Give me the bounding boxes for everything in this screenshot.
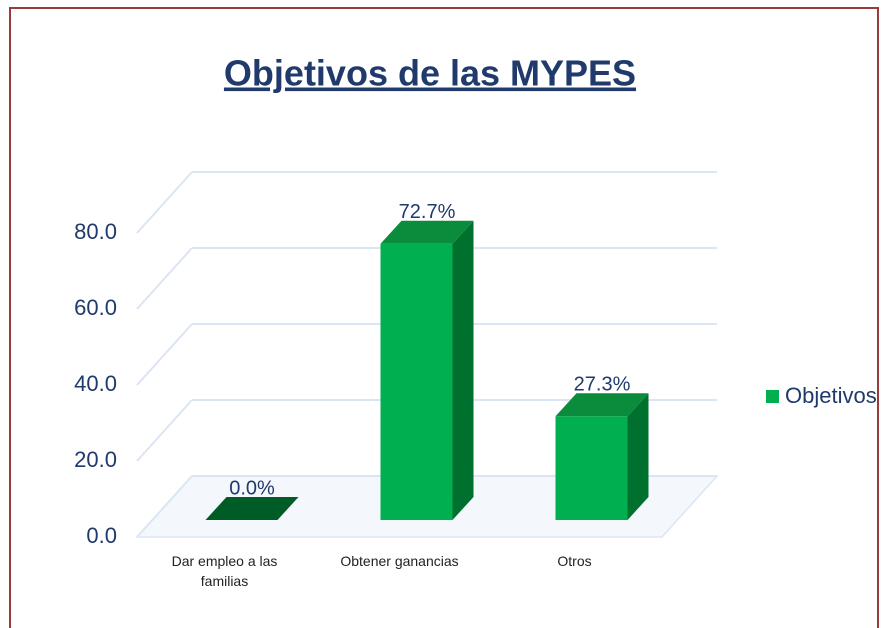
grid-line-side xyxy=(136,247,193,310)
x-tick-label: Otros xyxy=(557,553,592,569)
y-tick-label: 40.0 xyxy=(74,371,117,396)
bar-side xyxy=(627,393,649,520)
data-label: 0.0% xyxy=(229,477,275,499)
grid-line-side xyxy=(136,171,193,234)
grid-line-side xyxy=(136,323,193,386)
legend-swatch xyxy=(766,390,779,403)
x-tick-label-box: Otros xyxy=(557,553,592,569)
y-tick-label: 0.0 xyxy=(86,523,117,548)
bar-top xyxy=(380,220,474,244)
grid-line-side xyxy=(136,399,193,462)
y-tick-label: 80.0 xyxy=(74,219,117,244)
x-tick-label: Obtener ganancias xyxy=(340,553,459,569)
data-label: 27.3% xyxy=(574,374,631,396)
bar-top xyxy=(205,497,299,520)
bar-side xyxy=(452,220,474,521)
y-tick-label: 20.0 xyxy=(74,447,117,472)
chart-title: Objetivos de las MYPES xyxy=(224,53,636,94)
bar xyxy=(380,243,453,521)
data-label: 72.7% xyxy=(399,201,456,223)
y-tick-label: 60.0 xyxy=(74,295,117,320)
x-tick-label: Dar empleo a las familias xyxy=(171,553,278,589)
grid-line-side xyxy=(136,475,193,538)
x-tick-label-box: Obtener ganancias xyxy=(340,553,459,569)
x-tick-label-box: Dar empleo a las familias xyxy=(171,553,278,589)
bar-top xyxy=(555,393,649,417)
bar xyxy=(555,416,628,520)
legend-label: Objetivos xyxy=(785,383,877,408)
